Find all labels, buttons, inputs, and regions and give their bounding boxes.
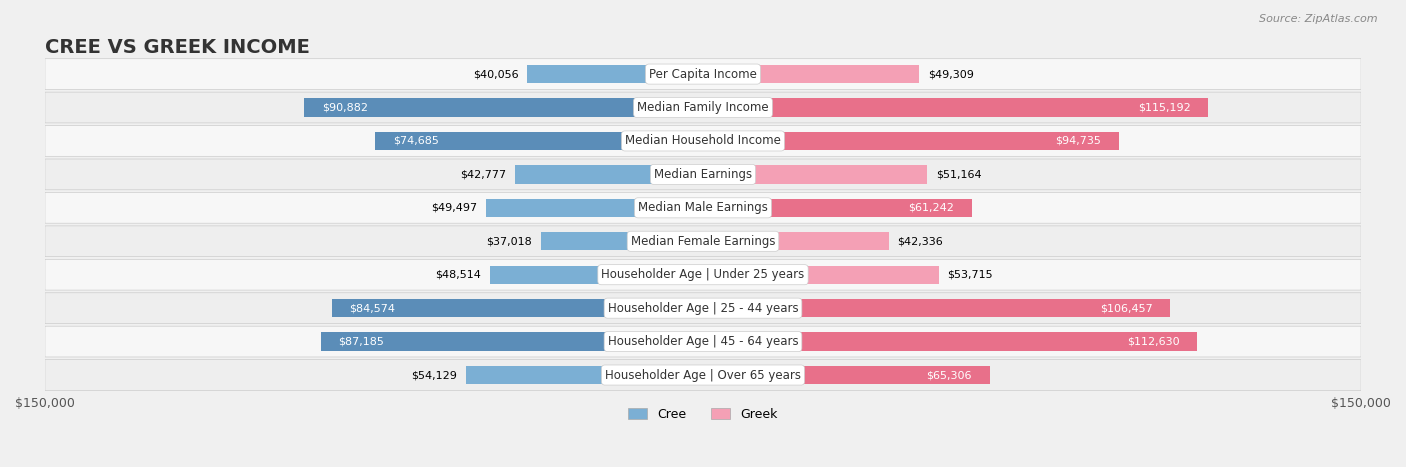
Bar [516,165,703,184]
Text: $112,630: $112,630 [1128,337,1180,347]
FancyBboxPatch shape [45,259,1361,290]
Text: $87,185: $87,185 [337,337,384,347]
Bar [527,65,703,83]
Bar [332,299,703,318]
Bar [491,266,703,284]
Text: Median Household Income: Median Household Income [626,134,780,148]
Text: $37,018: $37,018 [486,236,531,246]
Text: Householder Age | 25 - 44 years: Householder Age | 25 - 44 years [607,302,799,315]
Text: Per Capita Income: Per Capita Income [650,68,756,81]
Text: $54,129: $54,129 [411,370,457,380]
Bar [703,232,889,250]
FancyBboxPatch shape [45,326,1361,357]
Text: Householder Age | 45 - 64 years: Householder Age | 45 - 64 years [607,335,799,348]
Text: $51,164: $51,164 [936,170,981,179]
FancyBboxPatch shape [45,59,1361,90]
Bar [703,333,1197,351]
Bar [703,266,939,284]
Bar [703,99,1208,117]
Bar [703,299,1170,318]
Text: $74,685: $74,685 [392,136,439,146]
Text: $49,309: $49,309 [928,69,974,79]
Text: Median Earnings: Median Earnings [654,168,752,181]
FancyBboxPatch shape [45,92,1361,123]
Text: $94,735: $94,735 [1054,136,1101,146]
Bar [486,198,703,217]
FancyBboxPatch shape [45,192,1361,223]
Bar [304,99,703,117]
FancyBboxPatch shape [45,360,1361,390]
Text: Householder Age | Over 65 years: Householder Age | Over 65 years [605,368,801,382]
Bar [321,333,703,351]
Text: $49,497: $49,497 [432,203,477,213]
Bar [703,198,972,217]
Bar [703,366,990,384]
Bar [703,132,1119,150]
FancyBboxPatch shape [45,226,1361,257]
Bar [375,132,703,150]
Text: $115,192: $115,192 [1137,103,1191,113]
Text: Median Female Earnings: Median Female Earnings [631,235,775,248]
Text: $65,306: $65,306 [927,370,972,380]
Bar [465,366,703,384]
Text: $42,777: $42,777 [460,170,506,179]
Text: $61,242: $61,242 [908,203,955,213]
Text: CREE VS GREEK INCOME: CREE VS GREEK INCOME [45,38,309,57]
Bar [703,65,920,83]
Text: $40,056: $40,056 [472,69,519,79]
FancyBboxPatch shape [45,126,1361,156]
Text: $84,574: $84,574 [350,303,395,313]
Legend: Cree, Greek: Cree, Greek [623,403,783,425]
Text: Median Male Earnings: Median Male Earnings [638,201,768,214]
Text: $53,715: $53,715 [948,270,993,280]
Text: Householder Age | Under 25 years: Householder Age | Under 25 years [602,268,804,281]
Text: $42,336: $42,336 [897,236,943,246]
Text: $48,514: $48,514 [436,270,481,280]
Text: Median Family Income: Median Family Income [637,101,769,114]
Bar [540,232,703,250]
Text: $90,882: $90,882 [322,103,368,113]
FancyBboxPatch shape [45,293,1361,324]
Bar [703,165,928,184]
Text: $106,457: $106,457 [1099,303,1153,313]
Text: Source: ZipAtlas.com: Source: ZipAtlas.com [1260,14,1378,24]
FancyBboxPatch shape [45,159,1361,190]
